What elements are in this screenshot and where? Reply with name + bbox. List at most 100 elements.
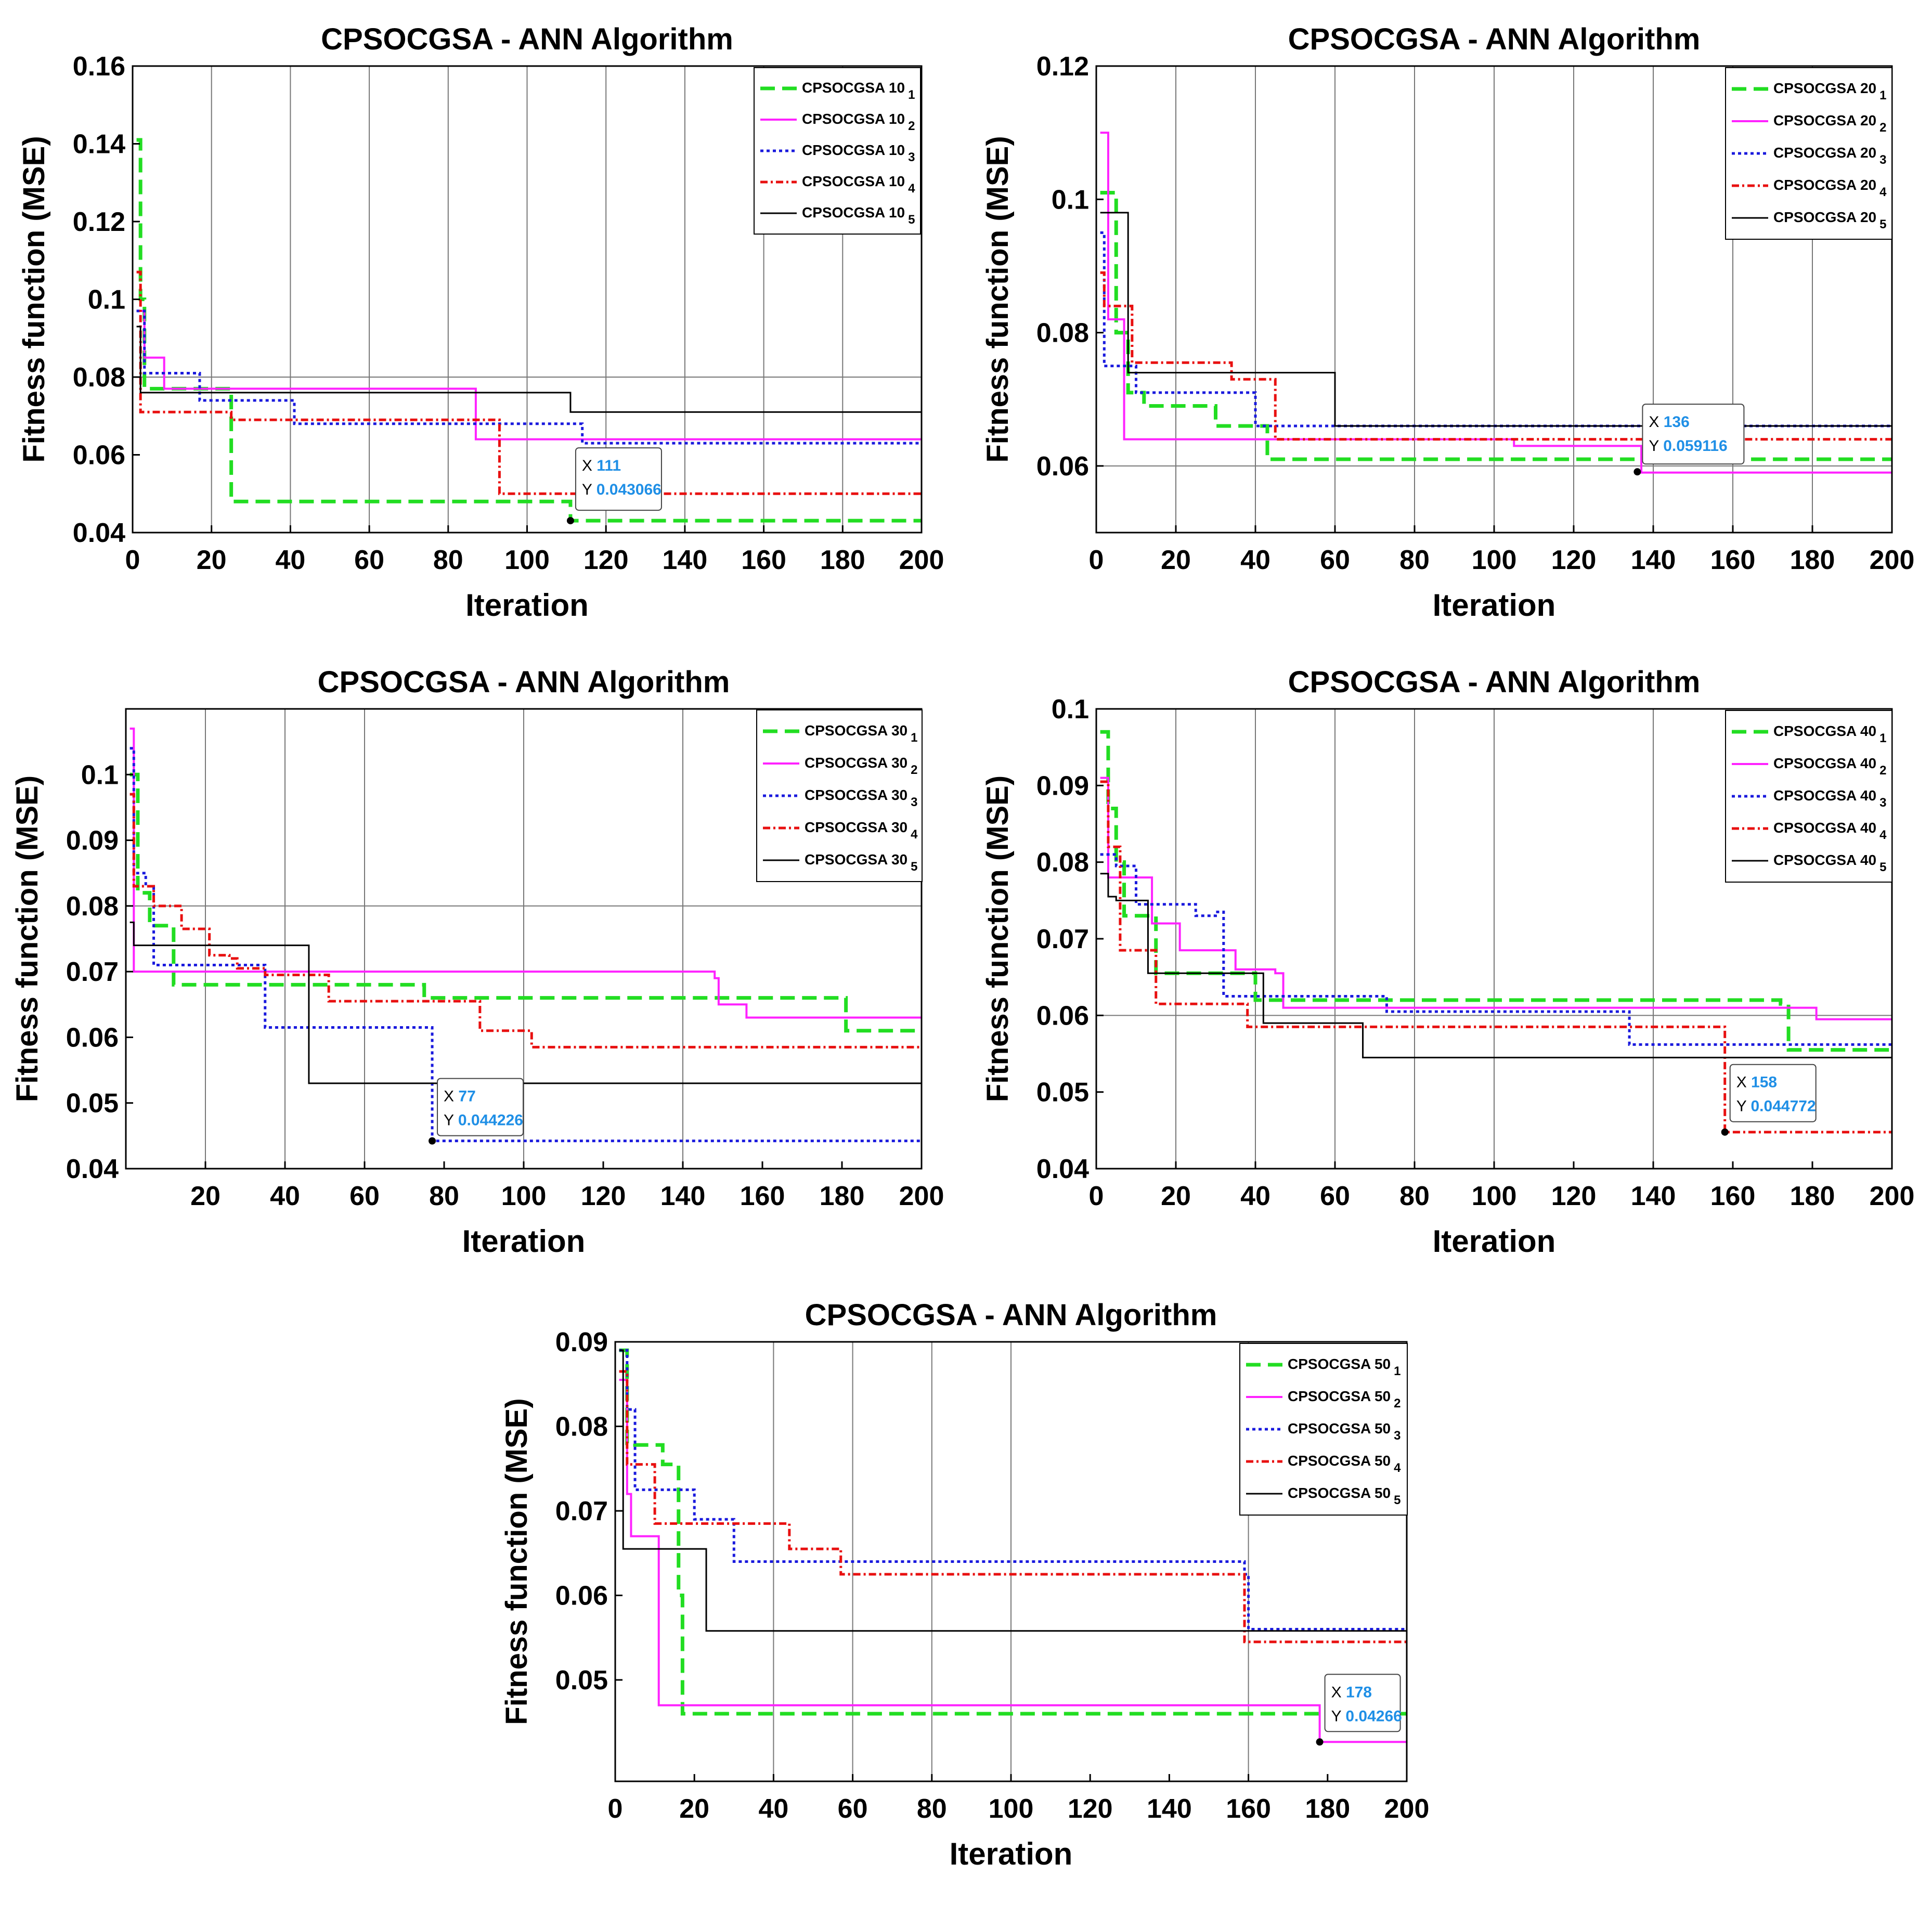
- x-tick-label: 20: [1161, 1181, 1191, 1211]
- x-tick-label: 180: [1790, 1181, 1835, 1211]
- x-tick-label: 100: [989, 1794, 1034, 1824]
- series-line-run-4: [129, 793, 922, 1049]
- datatip-x: X 136: [1649, 413, 1689, 431]
- legend-label-run-3: CPSOCGSA 50 3: [1288, 1420, 1401, 1443]
- series-line-run-1: [1100, 190, 1892, 461]
- datatip: X 158 Y 0.044772: [1721, 1064, 1817, 1136]
- legend-label-run-2: CPSOCGSA 50 2: [1288, 1388, 1401, 1411]
- x-tick-label: 60: [1320, 545, 1350, 575]
- legend-label-run-4: CPSOCGSA 50 4: [1288, 1453, 1401, 1475]
- series-line-run-2: [1100, 132, 1892, 474]
- x-tick-label: 160: [1226, 1794, 1271, 1824]
- x-tick-label: 40: [1240, 545, 1270, 575]
- legend-label-run-4: CPSOCGSA 20 4: [1773, 177, 1887, 199]
- y-tick-label: 0.04: [1036, 1154, 1089, 1184]
- y-tick-label: 0.09: [66, 826, 119, 856]
- y-axis-label: Fitness function (MSE): [981, 775, 1015, 1102]
- chart-title: CPSOCGSA - ANN Algorithm: [805, 1298, 1217, 1332]
- x-tick-label: 60: [1320, 1181, 1350, 1211]
- datatip-marker: [1721, 1128, 1729, 1136]
- x-tick-label: 140: [1631, 545, 1676, 575]
- legend-label-run-4: CPSOCGSA 40 4: [1773, 820, 1887, 842]
- legend-label-run-1: CPSOCGSA 50 1: [1288, 1356, 1401, 1378]
- chart-panel-3: 20 40 60 80 100 120 140 160 180 200 0.04 0.05 0.06 0.…: [10, 665, 944, 1259]
- datatip-box: [575, 447, 662, 511]
- y-tick-label: 0.08: [66, 891, 119, 922]
- datatip-x: X 77: [444, 1088, 476, 1105]
- x-tick-label: 100: [1472, 545, 1517, 575]
- y-tick-label: 0.08: [555, 1412, 608, 1442]
- datatip-marker: [429, 1137, 436, 1145]
- x-tick-label: 200: [899, 1181, 944, 1211]
- x-tick-label: 40: [275, 545, 305, 575]
- legend-label-run-2: CPSOCGSA 10 2: [802, 111, 915, 133]
- series-line-run-3: [1100, 231, 1892, 428]
- datatip-y: Y 0.059116: [1649, 437, 1727, 455]
- y-axis-label: Fitness function (MSE): [981, 136, 1015, 462]
- legend-label-run-5: CPSOCGSA 20 5: [1773, 209, 1887, 231]
- datatip-box: [1324, 1674, 1401, 1732]
- legend-label-run-1: CPSOCGSA 10 1: [802, 80, 915, 102]
- legend-label-run-2: CPSOCGSA 40 2: [1773, 755, 1887, 778]
- series-line-run-5: [129, 921, 922, 1084]
- legend-label-run-5: CPSOCGSA 10 5: [802, 204, 915, 227]
- x-tick-label: 60: [349, 1181, 380, 1211]
- datatip-marker: [1633, 468, 1641, 476]
- series-line-run-5: [1100, 212, 1892, 427]
- series-line-run-4: [1100, 271, 1892, 441]
- y-tick-label: 0.12: [1036, 51, 1089, 82]
- x-tick-label: 80: [429, 1181, 459, 1211]
- y-tick-label: 0.1: [81, 760, 119, 790]
- x-tick-label: 140: [660, 1181, 706, 1211]
- legend-label-run-1: CPSOCGSA 30 1: [805, 722, 918, 745]
- datatip-marker: [1316, 1738, 1324, 1746]
- series-line-run-5: [619, 1349, 1408, 1634]
- series-line-run-3: [619, 1349, 1407, 1631]
- x-tick-label: 180: [1790, 545, 1835, 575]
- legend-label-run-2: CPSOCGSA 30 2: [805, 755, 918, 777]
- y-tick-label: 0.06: [555, 1581, 608, 1611]
- x-axis-label: Iteration: [1433, 588, 1556, 623]
- x-tick-label: 140: [663, 545, 708, 575]
- x-tick-label: 0: [608, 1794, 623, 1824]
- legend: CPSOCGSA 40 1 CPSOCGSA 40 2 CPSOCGSA 40 3 CPSO…: [1725, 710, 1892, 883]
- datatip-y: Y 0.044772: [1736, 1098, 1816, 1115]
- x-tick-label: 100: [501, 1181, 547, 1211]
- x-tick-label: 120: [1551, 1181, 1597, 1211]
- y-tick-label: 0.1: [1052, 694, 1089, 724]
- series-line-run-3: [129, 747, 922, 1143]
- datatip: X 136 Y 0.059116: [1633, 404, 1745, 476]
- y-tick-label: 0.1: [1052, 185, 1089, 215]
- legend-label-run-2: CPSOCGSA 20 2: [1773, 112, 1887, 135]
- series-line-run-1: [129, 772, 922, 1033]
- legend-label-run-3: CPSOCGSA 20 3: [1773, 145, 1887, 167]
- x-tick-label: 140: [1631, 1181, 1676, 1211]
- chart-title: CPSOCGSA - ANN Algorithm: [321, 22, 733, 56]
- x-tick-label: 60: [354, 545, 384, 575]
- x-tick-label: 200: [899, 545, 944, 575]
- legend-label-run-5: CPSOCGSA 40 5: [1773, 852, 1887, 874]
- x-tick-label: 60: [838, 1794, 868, 1824]
- x-tick-label: 180: [820, 545, 865, 575]
- legend: CPSOCGSA 30 1 CPSOCGSA 30 2 CPSOCGSA 30 3 CPSO…: [756, 709, 923, 882]
- x-tick-label: 160: [1710, 545, 1756, 575]
- y-tick-label: 0.09: [555, 1327, 608, 1357]
- series-line-run-4: [619, 1370, 1407, 1644]
- y-tick-label: 0.09: [1036, 771, 1089, 801]
- x-tick-label: 80: [1399, 545, 1430, 575]
- legend: CPSOCGSA 10 1 CPSOCGSA 10 2 CPSOCGSA 10 3 CPSO…: [754, 67, 921, 235]
- datatip-marker: [566, 517, 574, 525]
- x-tick-label: 40: [1240, 1181, 1270, 1211]
- chart-title: CPSOCGSA - ANN Algorithm: [1288, 665, 1701, 699]
- y-tick-label: 0.04: [66, 1154, 119, 1184]
- datatip: X 178 Y 0.04266: [1316, 1674, 1402, 1746]
- x-tick-label: 120: [584, 545, 629, 575]
- x-tick-label: 120: [581, 1181, 626, 1211]
- y-tick-label: 0.06: [66, 1023, 119, 1053]
- legend-label-run-1: CPSOCGSA 20 1: [1773, 80, 1887, 102]
- y-tick-label: 0.16: [73, 51, 125, 82]
- legend: CPSOCGSA 20 1 CPSOCGSA 20 2 CPSOCGSA 20 3 CPSO…: [1725, 67, 1892, 240]
- datatip-y: Y 0.044226: [444, 1112, 523, 1129]
- y-tick-label: 0.05: [66, 1089, 119, 1119]
